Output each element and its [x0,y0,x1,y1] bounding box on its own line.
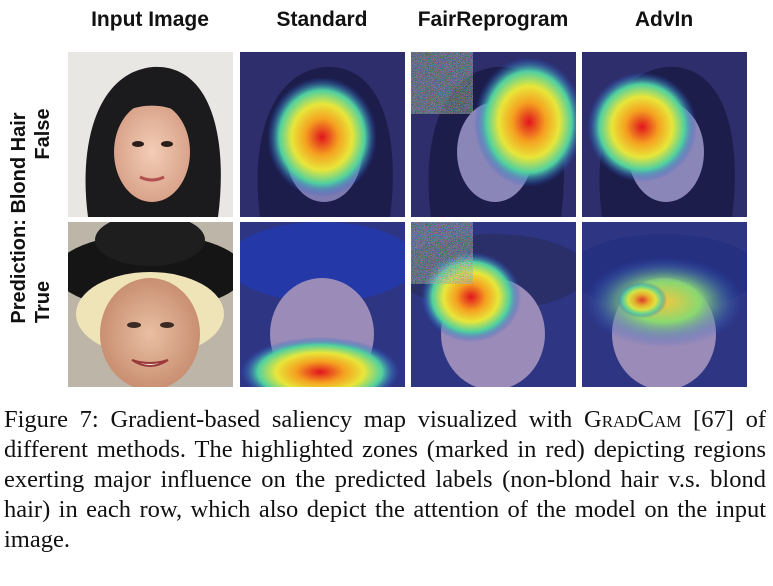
caption-text-before: Gradient-based saliency map visualized w… [110,406,585,433]
column-header-standard: Standard [276,8,368,31]
figure-label: Figure 7: [4,406,99,433]
saliency-standard-row1 [240,52,405,217]
saliency-advin-row1 [582,52,747,217]
figure-caption: Figure 7: Gradient-based saliency map vi… [4,405,766,555]
image-input-row2 [68,222,233,387]
saliency-fairreprogram-row2 [411,222,576,387]
column-header-advin: AdvIn [634,8,694,31]
caption-method-name: GradCam [584,406,682,433]
row-label-prefix: Prediction: Blond Hair [8,112,30,324]
image-input-row1 [68,52,233,217]
column-header-input: Input Image [91,8,209,31]
saliency-standard-row2 [240,222,405,387]
saliency-advin-row2 [582,222,747,387]
row-label-false: False [32,108,54,160]
row-label-true: True [32,280,54,324]
saliency-fairreprogram-row1 [411,52,576,217]
column-header-fairreprogram: FairReprogram [417,8,569,31]
caption-text-after: [67] of different methods. The highlight… [4,406,766,553]
row-label: Prediction: Blond Hair True False [0,50,62,386]
